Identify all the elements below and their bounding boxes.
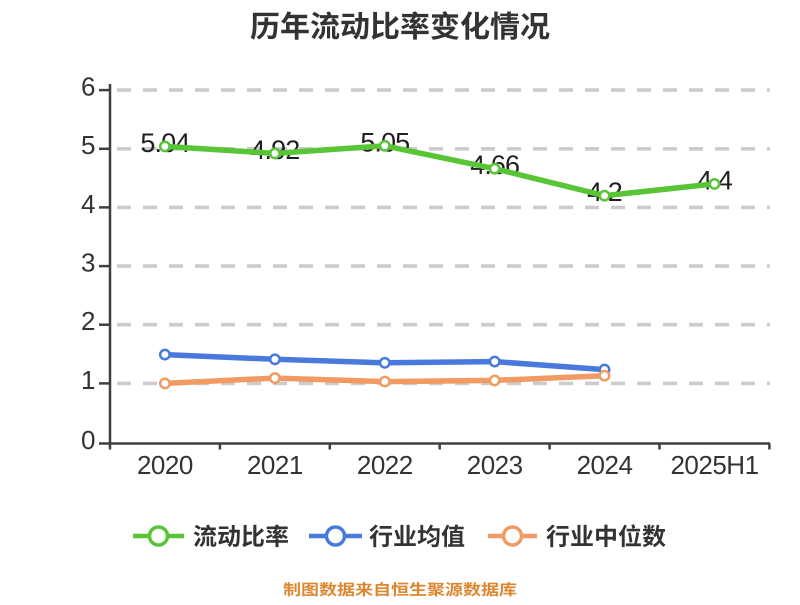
svg-text:2022: 2022 [357,450,413,480]
svg-text:0: 0 [81,425,95,455]
svg-text:4: 4 [81,189,95,219]
svg-text:2: 2 [81,306,95,336]
svg-text:3: 3 [81,248,95,278]
svg-text:1: 1 [81,365,95,395]
svg-text:2023: 2023 [467,450,523,480]
svg-text:2025H1: 2025H1 [670,450,758,480]
svg-text:2021: 2021 [247,450,303,480]
svg-text:6: 6 [81,72,95,102]
svg-text:2024: 2024 [577,450,633,480]
svg-text:5: 5 [81,130,95,160]
svg-text:2020: 2020 [137,450,193,480]
